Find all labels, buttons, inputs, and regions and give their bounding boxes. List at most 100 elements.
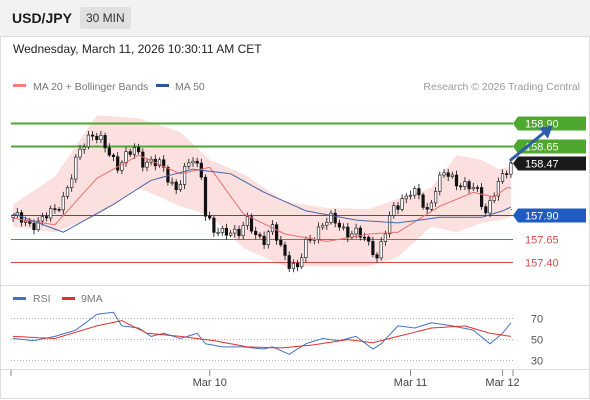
candle-body xyxy=(438,174,442,192)
candle-body xyxy=(74,156,78,180)
candle-body xyxy=(103,135,107,149)
candle-body xyxy=(509,162,513,175)
candle-body xyxy=(208,215,212,219)
candle-body xyxy=(249,216,254,232)
candle-body xyxy=(304,239,308,259)
candle-body xyxy=(479,187,484,207)
timeframe-button[interactable]: 30 MIN xyxy=(80,7,131,29)
candle-body xyxy=(471,187,475,190)
candle-body xyxy=(475,187,480,189)
candle-body xyxy=(36,220,40,231)
candle-body xyxy=(392,205,396,216)
candle-body xyxy=(254,230,258,235)
candle-body xyxy=(241,225,245,236)
rsi-line xyxy=(13,311,512,355)
candle-body xyxy=(375,254,379,259)
candle-body xyxy=(53,208,57,210)
rsi-tick-50: 50 xyxy=(531,335,543,347)
candle-body xyxy=(78,148,82,158)
candle-body xyxy=(70,178,74,188)
candle-body xyxy=(321,224,325,228)
candle-body xyxy=(291,262,296,269)
candle-body xyxy=(203,176,208,217)
candle-body xyxy=(128,151,132,155)
legend-swatch-rsi xyxy=(13,297,26,300)
candle-body xyxy=(61,196,65,211)
candle-body xyxy=(99,135,103,140)
candle-body xyxy=(258,234,262,237)
candle-body xyxy=(44,216,49,219)
legend-swatch-ma50 xyxy=(156,84,169,87)
level-label-157.65: 157.65 xyxy=(525,235,559,247)
candle-body xyxy=(266,231,270,245)
candle-body xyxy=(446,172,450,177)
candle-body xyxy=(417,188,421,196)
legend-label-ma20: MA 20 + Bollinger Bands xyxy=(33,81,148,93)
candle-body xyxy=(32,223,36,231)
candle-body xyxy=(463,181,467,187)
candle-body xyxy=(346,226,350,238)
candle-body xyxy=(333,212,337,224)
candle-body xyxy=(371,241,375,255)
candle-body xyxy=(166,167,170,183)
candle-body xyxy=(308,239,312,241)
candle-body xyxy=(387,215,392,235)
candle-body xyxy=(295,262,300,268)
legend-swatch-rsi-ma9 xyxy=(62,297,75,300)
candle-body xyxy=(442,172,446,176)
candle-body xyxy=(484,206,488,214)
level-label-157.40: 157.40 xyxy=(525,258,559,270)
candle-body xyxy=(233,228,237,234)
candle-body xyxy=(212,217,216,233)
candle-body xyxy=(116,156,120,171)
candle-body xyxy=(40,216,44,222)
candle-body xyxy=(425,207,429,210)
candle-body xyxy=(488,200,492,214)
level-label-157.90: 157.90 xyxy=(525,211,559,223)
candle-body xyxy=(65,187,70,197)
candle-body xyxy=(354,227,358,235)
candle-body xyxy=(408,194,413,197)
candle-body xyxy=(450,174,454,177)
candle-body xyxy=(216,232,220,234)
candle-body xyxy=(120,162,124,171)
legend-label-rsi: RSI xyxy=(33,293,51,305)
candle-body xyxy=(95,135,99,140)
candle-body xyxy=(358,227,362,238)
symbol-title: USD/JPY xyxy=(12,10,72,26)
candle-body xyxy=(145,161,149,168)
candle-body xyxy=(111,154,116,158)
last-price-badge xyxy=(513,156,586,171)
candle-body xyxy=(429,202,434,210)
candle-body xyxy=(23,220,28,223)
candle-body xyxy=(170,181,174,184)
candle-body xyxy=(174,181,178,191)
ma20-line xyxy=(13,154,511,242)
candle-body xyxy=(162,159,166,168)
candle-body xyxy=(500,173,505,182)
candle-body xyxy=(220,228,224,233)
candle-body xyxy=(467,181,471,190)
candle-body xyxy=(195,160,199,164)
candle-body xyxy=(82,146,86,150)
legend-label-ma50: MA 50 xyxy=(175,81,205,93)
candle-body xyxy=(178,184,183,190)
candle-body xyxy=(224,228,229,236)
candle-body xyxy=(262,235,266,245)
candle-body xyxy=(454,174,459,187)
level-badge-158.90 xyxy=(513,116,586,131)
chart-datetime: Wednesday, March 11, 2026 10:30:11 AM CE… xyxy=(13,42,262,56)
candle-body xyxy=(492,195,496,201)
candle-body xyxy=(316,226,321,240)
candle-body xyxy=(367,236,371,242)
candle-body xyxy=(329,212,333,223)
candle-body xyxy=(132,147,137,155)
candle-body xyxy=(383,233,388,242)
candle-body xyxy=(283,244,287,256)
candle-body xyxy=(379,241,383,259)
candle-body xyxy=(245,216,250,226)
chart-header: USD/JPY 30 MIN xyxy=(0,0,590,37)
candle-body xyxy=(57,209,61,211)
